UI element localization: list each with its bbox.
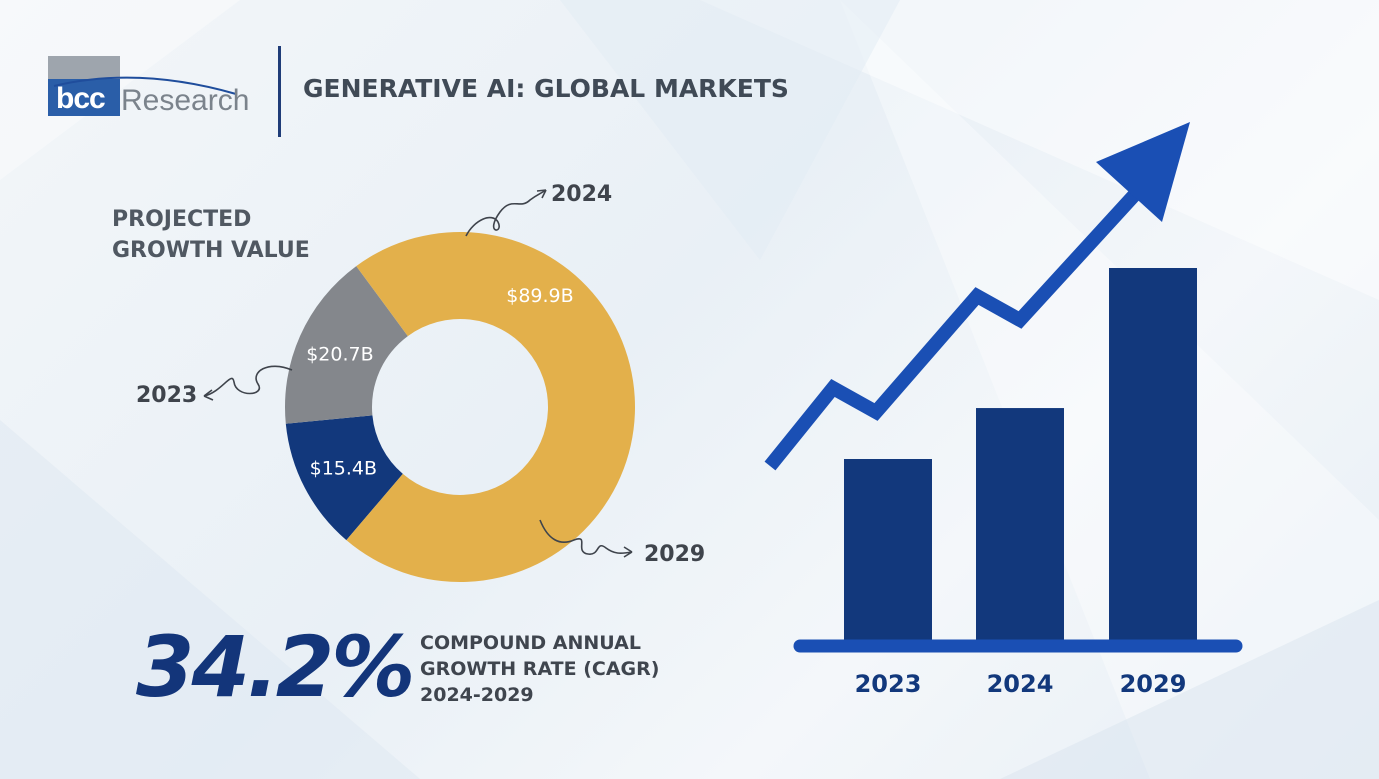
donut-title-line1: PROJECTED (112, 207, 252, 232)
bar-axis-label-2029: 2029 (1120, 670, 1187, 698)
bcc-research-logo: bcc Research (48, 56, 250, 120)
donut-value-label-2024: $20.7B (306, 343, 373, 365)
trend-arrow-line (764, 173, 1156, 471)
donut-slice-2029 (346, 231, 635, 583)
page-title: GENERATIVE AI: GLOBAL MARKETS (303, 74, 789, 103)
squiggle-arrow-2029 (539, 519, 633, 558)
cagr-description: COMPOUND ANNUAL GROWTH RATE (CAGR) 2024-… (420, 630, 659, 708)
logo-word: Research (121, 84, 250, 117)
donut-title-line2: GROWTH VALUE (112, 238, 310, 263)
cagr-line1: COMPOUND ANNUAL (420, 632, 641, 654)
cagr-value: 34.2% (136, 618, 415, 716)
donut-value-label-2023: $15.4B (310, 458, 377, 480)
donut-year-label-2024: 2024 (551, 182, 613, 207)
logo-swoosh (53, 76, 237, 95)
donut-slice-2023 (285, 415, 403, 541)
trend-arrow-head (1096, 122, 1190, 222)
cagr-line2: GROWTH RATE (CAGR) (420, 658, 660, 680)
squiggle-arrow-2023 (203, 365, 293, 401)
donut-value-label-2029: $89.9B (506, 285, 573, 307)
donut-title: PROJECTED GROWTH VALUE (112, 204, 372, 266)
bar-2024 (976, 408, 1064, 640)
bar-2023 (844, 459, 932, 640)
donut-year-label-2029: 2029 (644, 542, 706, 567)
squiggle-arrow-2024 (465, 189, 547, 237)
cagr-line3: 2024-2029 (420, 684, 534, 706)
donut-slice-2024 (285, 266, 408, 424)
bar-axis-label-2023: 2023 (855, 670, 922, 698)
logo-mark: bcc (56, 82, 106, 115)
bar-axis-label-2024: 2024 (987, 670, 1054, 698)
logo-box (48, 56, 120, 116)
header-divider (278, 46, 281, 137)
donut-year-label-2023: 2023 (136, 383, 198, 408)
bar-2029 (1109, 268, 1197, 640)
